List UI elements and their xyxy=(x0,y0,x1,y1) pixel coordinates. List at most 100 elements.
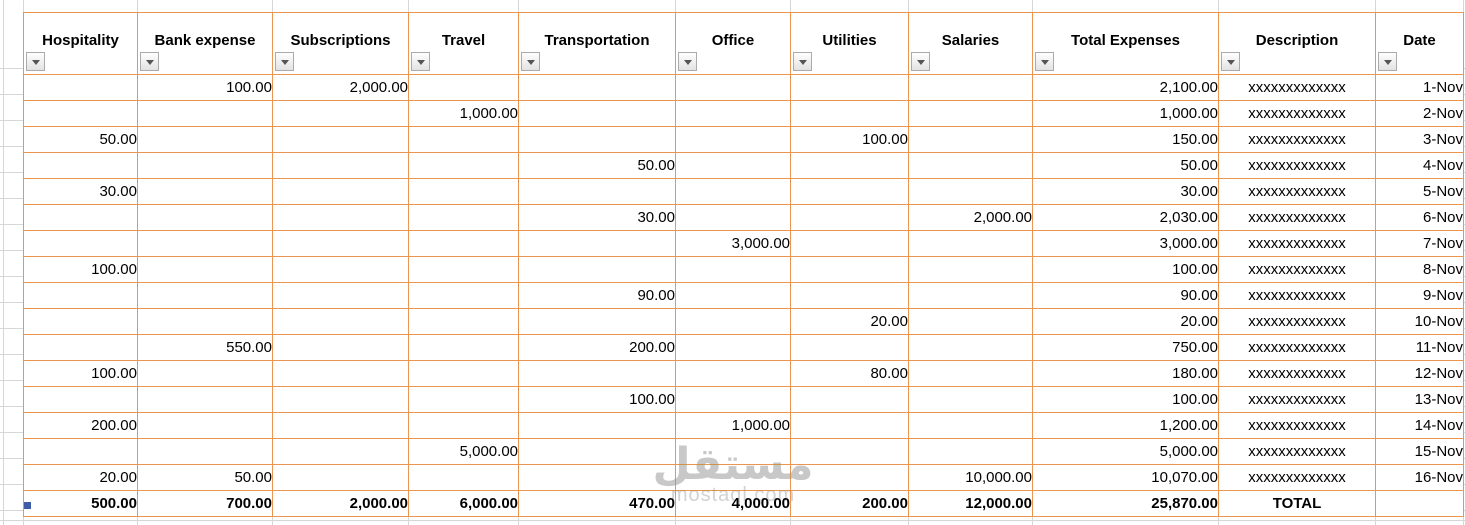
cell-transportation[interactable]: 470.00 xyxy=(518,490,676,517)
cell-date[interactable]: 12-Nov xyxy=(1375,360,1464,387)
cell-bank[interactable] xyxy=(137,204,273,231)
cell-utilities[interactable] xyxy=(790,100,909,127)
cell-hospitality[interactable] xyxy=(23,438,138,465)
cell-description[interactable]: xxxxxxxxxxxxx xyxy=(1218,282,1376,309)
cell-transportation[interactable] xyxy=(518,178,676,205)
cell-travel[interactable] xyxy=(408,74,519,101)
cell-transportation[interactable] xyxy=(518,412,676,439)
cell-description[interactable]: xxxxxxxxxxxxx xyxy=(1218,412,1376,439)
cell-subscriptions[interactable]: 2,000.00 xyxy=(272,74,409,101)
column-header-hospitality[interactable]: Hospitality xyxy=(23,12,138,75)
cell-utilities[interactable] xyxy=(790,256,909,283)
cell-total[interactable]: 1,000.00 xyxy=(1032,100,1219,127)
cell-travel[interactable] xyxy=(408,126,519,153)
cell-description[interactable]: xxxxxxxxxxxxx xyxy=(1218,126,1376,153)
column-header-subscriptions[interactable]: Subscriptions xyxy=(272,12,409,75)
filter-dropdown-button-transportation[interactable] xyxy=(521,52,540,71)
filter-dropdown-button-hospitality[interactable] xyxy=(26,52,45,71)
cell-utilities[interactable] xyxy=(790,204,909,231)
cell-date[interactable]: 2-Nov xyxy=(1375,100,1464,127)
cell-subscriptions[interactable] xyxy=(272,386,409,413)
cell-travel[interactable] xyxy=(408,360,519,387)
cell-transportation[interactable]: 50.00 xyxy=(518,152,676,179)
cell-hospitality[interactable] xyxy=(23,152,138,179)
cell-subscriptions[interactable] xyxy=(272,438,409,465)
cell-description[interactable]: xxxxxxxxxxxxx xyxy=(1218,152,1376,179)
cell-subscriptions[interactable] xyxy=(272,152,409,179)
cell-description[interactable]: xxxxxxxxxxxxx xyxy=(1218,178,1376,205)
cell-office[interactable] xyxy=(675,256,791,283)
cell-salaries[interactable]: 12,000.00 xyxy=(908,490,1033,517)
cell-bank[interactable]: 100.00 xyxy=(137,74,273,101)
cell-description[interactable]: xxxxxxxxxxxxx xyxy=(1218,438,1376,465)
cell-salaries[interactable] xyxy=(908,74,1033,101)
filter-dropdown-button-office[interactable] xyxy=(678,52,697,71)
cell-office[interactable] xyxy=(675,100,791,127)
cell-date[interactable]: 3-Nov xyxy=(1375,126,1464,153)
cell-office[interactable] xyxy=(675,334,791,361)
cell-travel[interactable] xyxy=(408,204,519,231)
cell-hospitality[interactable]: 50.00 xyxy=(23,126,138,153)
cell-salaries[interactable]: 10,000.00 xyxy=(908,464,1033,491)
cell-office[interactable] xyxy=(675,152,791,179)
cell-utilities[interactable]: 200.00 xyxy=(790,490,909,517)
cell-utilities[interactable] xyxy=(790,464,909,491)
column-header-total[interactable]: Total Expenses xyxy=(1032,12,1219,75)
cell-subscriptions[interactable] xyxy=(272,360,409,387)
column-header-travel[interactable]: Travel xyxy=(408,12,519,75)
cell-bank[interactable] xyxy=(137,178,273,205)
cell-hospitality[interactable]: 100.00 xyxy=(23,256,138,283)
cell-transportation[interactable] xyxy=(518,74,676,101)
cell-transportation[interactable] xyxy=(518,230,676,257)
cell-date[interactable]: 14-Nov xyxy=(1375,412,1464,439)
cell-utilities[interactable] xyxy=(790,282,909,309)
column-header-utilities[interactable]: Utilities xyxy=(790,12,909,75)
cell-hospitality[interactable]: 200.00 xyxy=(23,412,138,439)
cell-utilities[interactable] xyxy=(790,152,909,179)
cell-date[interactable]: 5-Nov xyxy=(1375,178,1464,205)
cell-office[interactable]: 3,000.00 xyxy=(675,230,791,257)
cell-travel[interactable]: 5,000.00 xyxy=(408,438,519,465)
cell-transportation[interactable] xyxy=(518,464,676,491)
cell-office[interactable] xyxy=(675,126,791,153)
cell-date[interactable]: 8-Nov xyxy=(1375,256,1464,283)
cell-transportation[interactable]: 90.00 xyxy=(518,282,676,309)
cell-office[interactable] xyxy=(675,360,791,387)
cell-description[interactable]: xxxxxxxxxxxxx xyxy=(1218,74,1376,101)
cell-office[interactable] xyxy=(675,464,791,491)
column-header-salaries[interactable]: Salaries xyxy=(908,12,1033,75)
cell-total[interactable]: 100.00 xyxy=(1032,386,1219,413)
cell-date[interactable]: 4-Nov xyxy=(1375,152,1464,179)
cell-total[interactable]: 5,000.00 xyxy=(1032,438,1219,465)
filter-dropdown-button-travel[interactable] xyxy=(411,52,430,71)
cell-office[interactable] xyxy=(675,308,791,335)
cell-utilities[interactable] xyxy=(790,178,909,205)
cell-description[interactable]: xxxxxxxxxxxxx xyxy=(1218,334,1376,361)
cell-utilities[interactable] xyxy=(790,334,909,361)
cell-bank[interactable] xyxy=(137,308,273,335)
cell-salaries[interactable] xyxy=(908,126,1033,153)
cell-bank[interactable] xyxy=(137,100,273,127)
cell-salaries[interactable] xyxy=(908,438,1033,465)
cell-office[interactable] xyxy=(675,204,791,231)
cell-total[interactable]: 20.00 xyxy=(1032,308,1219,335)
cell-travel[interactable]: 6,000.00 xyxy=(408,490,519,517)
cell-transportation[interactable]: 100.00 xyxy=(518,386,676,413)
cell-date[interactable] xyxy=(1375,490,1464,517)
cell-office[interactable]: 4,000.00 xyxy=(675,490,791,517)
cell-transportation[interactable] xyxy=(518,256,676,283)
cell-date[interactable]: 6-Nov xyxy=(1375,204,1464,231)
cell-bank[interactable] xyxy=(137,360,273,387)
cell-hospitality[interactable] xyxy=(23,74,138,101)
cell-bank[interactable] xyxy=(137,126,273,153)
cell-travel[interactable] xyxy=(408,308,519,335)
filter-dropdown-button-bank[interactable] xyxy=(140,52,159,71)
cell-total[interactable]: 90.00 xyxy=(1032,282,1219,309)
cell-office[interactable] xyxy=(675,282,791,309)
cell-hospitality[interactable] xyxy=(23,282,138,309)
cell-hospitality[interactable] xyxy=(23,100,138,127)
cell-office[interactable] xyxy=(675,178,791,205)
filter-dropdown-button-total[interactable] xyxy=(1035,52,1054,71)
cell-description[interactable]: xxxxxxxxxxxxx xyxy=(1218,386,1376,413)
cell-bank[interactable] xyxy=(137,282,273,309)
